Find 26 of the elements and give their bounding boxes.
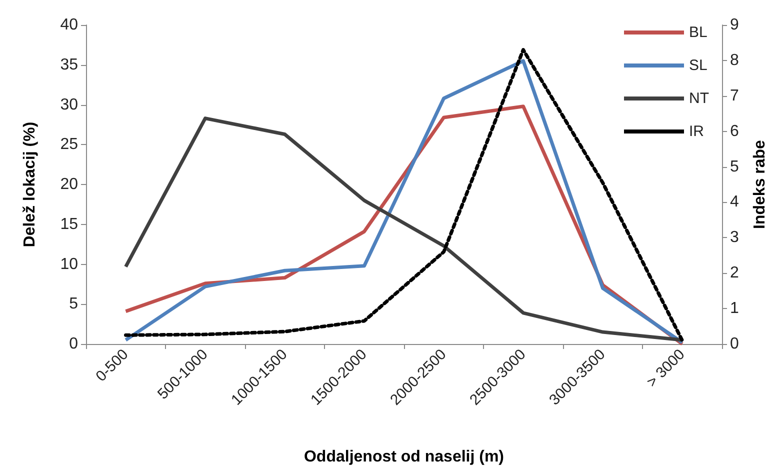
x-axis-title: Oddaljenost od naselij (m) <box>304 448 504 466</box>
legend-label: SL <box>689 57 708 74</box>
y-axis-title: Delež lokacij (%) <box>22 122 38 248</box>
y2-tick-label: 1 <box>730 300 739 318</box>
y2-tick-label: 7 <box>730 87 739 104</box>
y2-tick-label: 8 <box>730 52 739 69</box>
legend-label: NT <box>689 90 710 107</box>
y2-tick-label: 3 <box>730 229 739 246</box>
y-tick-label: 35 <box>60 56 78 74</box>
y-tick-label: 0 <box>69 336 78 352</box>
y-tick-label: 20 <box>60 176 78 193</box>
y-tick-label: 15 <box>60 216 78 233</box>
y2-tick-label: 0 <box>730 336 739 352</box>
y2-tick-label: 6 <box>730 122 739 140</box>
legend-label: IR <box>689 123 704 140</box>
y-tick-label: 40 <box>60 16 78 34</box>
y-tick-label: 10 <box>60 256 78 273</box>
y-tick-label: 5 <box>69 296 78 313</box>
y-tick-label: 25 <box>60 136 78 154</box>
y-tick-label: 30 <box>60 96 78 114</box>
y2-tick-label: 4 <box>730 194 739 211</box>
y2-tick-label: 5 <box>730 158 739 176</box>
legend-label: BL <box>689 24 708 41</box>
y2-axis-title: Indeks rabe <box>752 140 768 229</box>
y2-tick-label: 9 <box>730 16 739 34</box>
y2-tick-label: 2 <box>730 264 739 282</box>
